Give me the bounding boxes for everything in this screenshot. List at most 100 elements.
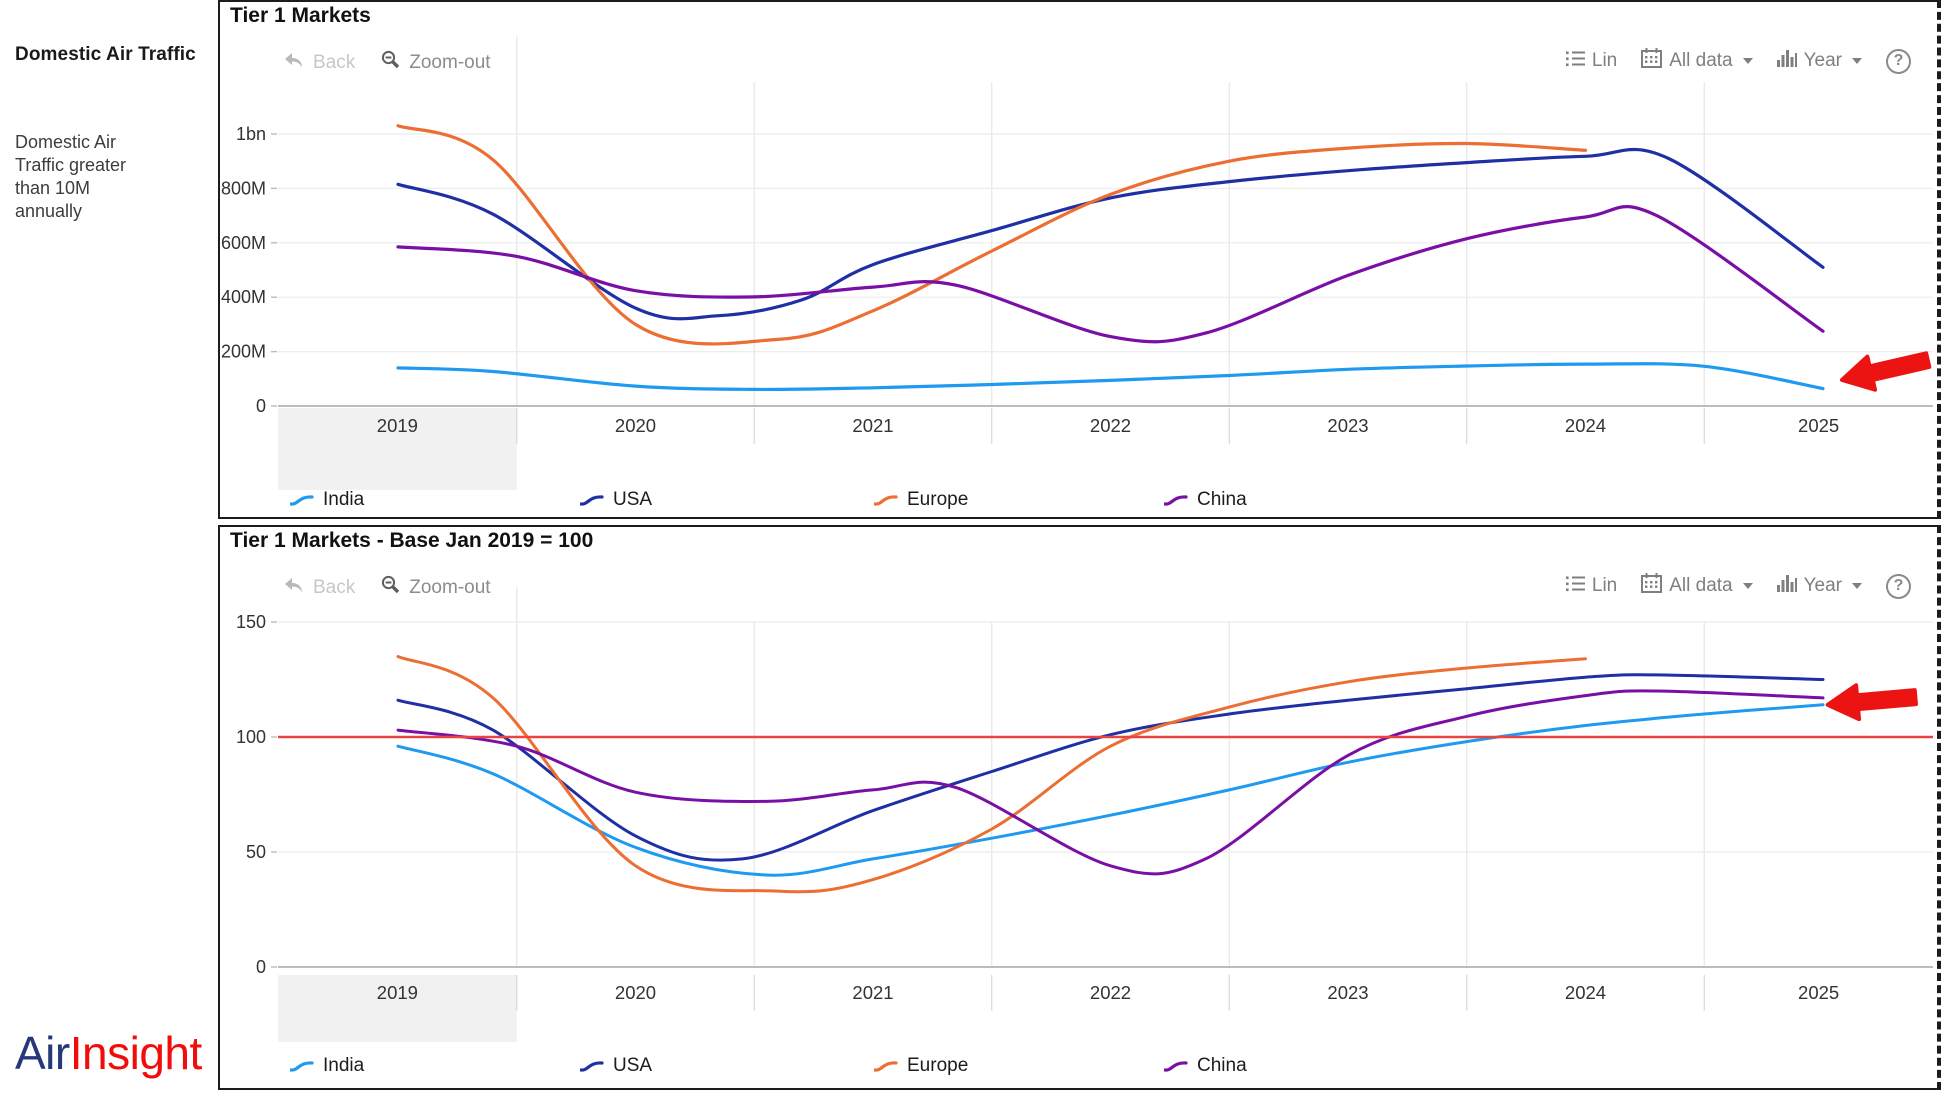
legend-item-china[interactable]: China	[1164, 1055, 1247, 1077]
chart-toolbar-right: Lin All data Year ?	[1565, 573, 1911, 599]
bar-chart-icon	[1776, 574, 1797, 598]
chart-panel-indexed: Tier 1 Markets - Base Jan 2019 = 100 Bac…	[218, 525, 1941, 1090]
x-tick-label: 2020	[615, 982, 656, 1003]
x-tick-label: 2022	[1090, 415, 1131, 436]
series-line-usa	[396, 147, 1825, 321]
legend-swatch-icon	[1164, 1061, 1188, 1072]
series-line-europe	[396, 124, 1588, 346]
zoom-out-button[interactable]: Zoom-out	[381, 575, 491, 601]
x-tick-label: 2023	[1327, 415, 1368, 436]
lin-scale-button[interactable]: Lin	[1565, 575, 1618, 598]
legend-item-usa[interactable]: USA	[580, 489, 652, 511]
legend-swatch-icon	[580, 1061, 604, 1072]
y-tick-label: 400M	[221, 287, 266, 307]
lin-scale-button[interactable]: Lin	[1565, 50, 1618, 73]
series-line-usa	[396, 673, 1825, 862]
logo-air: Air	[15, 1027, 70, 1079]
legend-swatch-icon	[874, 1061, 898, 1072]
y-tick-label: 50	[246, 842, 266, 862]
legend-label: USA	[613, 1055, 653, 1076]
report-description: Domestic Air Traffic greater than 10M an…	[15, 132, 127, 221]
back-label: Back	[313, 577, 356, 598]
calendar-icon	[1641, 48, 1663, 74]
back-button[interactable]: Back	[284, 52, 355, 75]
y-tick-label: 0	[256, 396, 266, 416]
chart-toolbar-right: Lin All data Year ?	[1565, 48, 1911, 74]
y-tick-label: 800M	[221, 178, 266, 198]
x-axis-highlight-band	[278, 408, 517, 490]
plot-area-indexed[interactable]: 150 100 50 0 2019 2020 2021 2022 2023 2024 2025	[220, 527, 1937, 1088]
legend-item-europe[interactable]: Europe	[874, 489, 968, 511]
series-line-china	[396, 689, 1825, 876]
legend-item-china[interactable]: China	[1164, 489, 1247, 511]
y-tick-label: 1bn	[236, 124, 266, 144]
legend-label: India	[323, 489, 365, 510]
back-button[interactable]: Back	[284, 577, 355, 600]
annotation-arrow-icon	[1840, 351, 1932, 392]
series-line-china	[396, 205, 1825, 344]
legend-label: Europe	[907, 489, 969, 510]
help-icon: ?	[1893, 577, 1904, 594]
chart-toolbar-left: Back Zoom-out	[284, 50, 491, 76]
report-title: Domestic Air Traffic	[15, 44, 196, 65]
y-tick-label: 600M	[221, 233, 266, 253]
all-data-dropdown[interactable]: All data	[1641, 48, 1753, 74]
year-granularity-dropdown[interactable]: Year	[1776, 574, 1862, 598]
legend-label: USA	[613, 489, 653, 510]
sidebar: Domestic Air Traffic Domestic Air Traffi…	[0, 0, 218, 1094]
y-tick-label: 0	[256, 957, 266, 977]
list-icon	[1565, 50, 1585, 73]
y-tick-label: 100	[236, 727, 266, 747]
legend-label: China	[1197, 489, 1247, 510]
series-line-india	[396, 703, 1825, 877]
lin-label: Lin	[1591, 575, 1618, 596]
all-data-dropdown[interactable]: All data	[1641, 573, 1753, 599]
zoom-out-icon	[381, 575, 401, 601]
legend-item-india[interactable]: India	[290, 489, 364, 511]
back-label: Back	[313, 52, 356, 73]
x-tick-label: 2025	[1798, 415, 1839, 436]
help-icon: ?	[1893, 52, 1904, 69]
help-button[interactable]: ?	[1886, 48, 1911, 74]
legend-swatch-icon	[874, 495, 898, 506]
back-icon	[284, 577, 305, 600]
y-tick-label: 150	[236, 612, 266, 632]
x-tick-label: 2022	[1090, 982, 1131, 1003]
list-icon	[1565, 575, 1585, 598]
chart-title-indexed: Tier 1 Markets - Base Jan 2019 = 100	[230, 529, 594, 552]
all-data-label: All data	[1669, 50, 1733, 71]
chevron-down-icon	[1742, 583, 1753, 589]
chevron-down-icon	[1742, 58, 1753, 64]
legend-label: India	[323, 1055, 365, 1076]
logo-insight: Insight	[69, 1027, 203, 1079]
legend-label: Europe	[907, 1055, 969, 1076]
legend-swatch-icon	[290, 495, 314, 506]
year-label: Year	[1803, 50, 1842, 71]
x-tick-label: 2025	[1798, 982, 1839, 1003]
back-icon	[284, 52, 305, 75]
annotation-arrow-icon	[1825, 683, 1918, 722]
x-tick-label: 2024	[1565, 982, 1606, 1003]
legend-swatch-icon	[1164, 495, 1188, 506]
plot-area-absolute[interactable]: 1bn 800M 600M 400M 200M 0 2019 2020 2021 2022 2023…	[220, 2, 1937, 517]
zoom-out-button[interactable]: Zoom-out	[381, 50, 491, 76]
legend-item-europe[interactable]: Europe	[874, 1055, 968, 1077]
legend-item-usa[interactable]: USA	[580, 1055, 652, 1077]
x-tick-label: 2024	[1565, 415, 1606, 436]
year-granularity-dropdown[interactable]: Year	[1776, 49, 1862, 73]
lin-label: Lin	[1591, 50, 1618, 71]
x-tick-label: 2019	[377, 982, 418, 1003]
zoom-out-label: Zoom-out	[409, 52, 491, 73]
y-tick-label: 200M	[221, 342, 266, 362]
chart-toolbar-left: Back Zoom-out	[284, 575, 491, 601]
series-line-india	[396, 362, 1825, 392]
legend-item-india[interactable]: India	[290, 1055, 364, 1077]
calendar-icon	[1641, 573, 1663, 599]
chart-panel-absolute: Tier 1 Markets Back Zoom-out Lin All dat…	[218, 0, 1941, 519]
chevron-down-icon	[1852, 58, 1862, 64]
x-tick-label: 2021	[852, 415, 893, 436]
airinsight-logo: AirInsight	[15, 1026, 202, 1080]
help-button[interactable]: ?	[1886, 573, 1911, 599]
legend-swatch-icon	[580, 495, 604, 506]
